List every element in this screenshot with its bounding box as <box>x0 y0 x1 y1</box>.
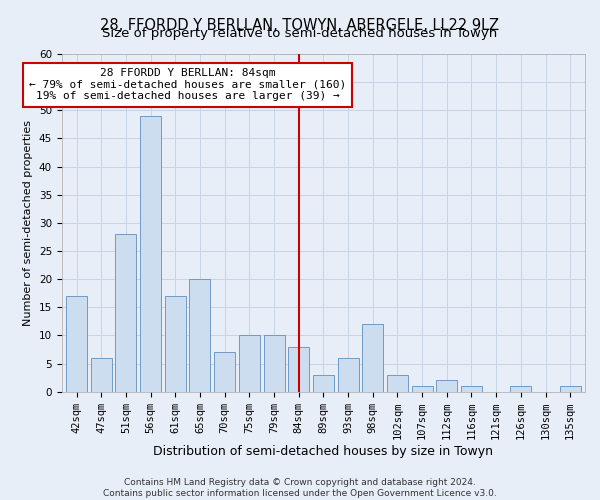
Bar <box>214 352 235 392</box>
Bar <box>263 336 284 392</box>
Bar <box>239 336 260 392</box>
Bar <box>190 279 211 392</box>
Bar <box>288 346 309 392</box>
Text: 28 FFORDD Y BERLLAN: 84sqm
← 79% of semi-detached houses are smaller (160)
19% o: 28 FFORDD Y BERLLAN: 84sqm ← 79% of semi… <box>29 68 346 102</box>
Bar <box>338 358 359 392</box>
Bar <box>91 358 112 392</box>
Text: 28, FFORDD Y BERLLAN, TOWYN, ABERGELE, LL22 9LZ: 28, FFORDD Y BERLLAN, TOWYN, ABERGELE, L… <box>100 18 500 32</box>
Bar <box>412 386 433 392</box>
Bar <box>461 386 482 392</box>
Bar <box>66 296 87 392</box>
Bar <box>511 386 532 392</box>
Bar <box>313 375 334 392</box>
Text: Contains HM Land Registry data © Crown copyright and database right 2024.
Contai: Contains HM Land Registry data © Crown c… <box>103 478 497 498</box>
Bar <box>362 324 383 392</box>
Bar <box>387 375 408 392</box>
X-axis label: Distribution of semi-detached houses by size in Towyn: Distribution of semi-detached houses by … <box>154 444 493 458</box>
Bar <box>560 386 581 392</box>
Text: Size of property relative to semi-detached houses in Towyn: Size of property relative to semi-detach… <box>103 28 497 40</box>
Y-axis label: Number of semi-detached properties: Number of semi-detached properties <box>23 120 33 326</box>
Bar <box>165 296 186 392</box>
Bar <box>115 234 136 392</box>
Bar <box>436 380 457 392</box>
Bar <box>140 116 161 392</box>
